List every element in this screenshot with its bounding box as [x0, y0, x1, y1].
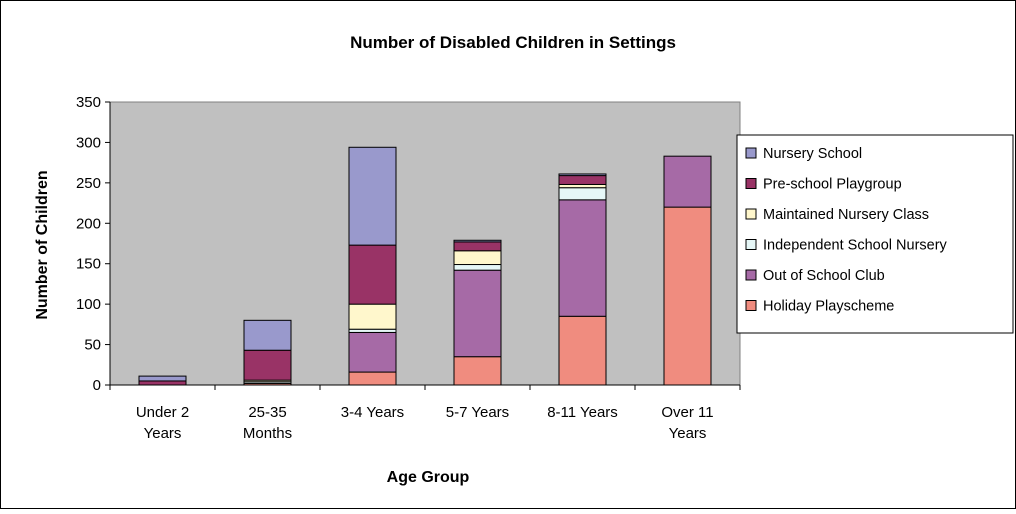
- plot-area: 0 50 100 150 200 250 300 350 Under 2 Years 25-35 Mo…: [76, 94, 741, 442]
- bar-segment: [138, 375, 187, 382]
- x-tick-label: 5-7 Years: [446, 404, 509, 421]
- y-tick-label: 0: [93, 377, 101, 394]
- bar-segment: [558, 173, 607, 177]
- legend-label: Out of School Club: [763, 268, 885, 284]
- legend-swatch: [745, 178, 757, 189]
- x-tick-label: 8-11 Years: [547, 404, 618, 421]
- legend-swatch: [745, 300, 757, 311]
- y-tick-label: 300: [76, 134, 101, 151]
- bar-segment: [453, 356, 502, 386]
- bar-segment: [558, 315, 607, 386]
- x-tick-label-line: 3-4 Years: [341, 404, 404, 421]
- bar-segment: [348, 146, 397, 246]
- chart-title: Number of Disabled Children in Settings: [350, 33, 676, 52]
- bar-segment: [348, 244, 397, 305]
- bar-segment: [663, 155, 712, 208]
- bar-segment: [453, 250, 502, 266]
- legend-box: [736, 134, 1014, 334]
- bar-segment: [243, 319, 292, 351]
- bar-segment: [348, 331, 397, 373]
- x-tick-label: Over 11 Years: [661, 404, 713, 442]
- x-tick-label: Under 2 Years: [136, 404, 189, 442]
- y-tick-label: 250: [76, 175, 101, 192]
- bar-segment: [453, 269, 502, 358]
- bar-segment: [453, 264, 502, 271]
- legend-label: Nursery School: [763, 146, 862, 162]
- x-tick-label-line: 8-11 Years: [547, 404, 618, 421]
- bar-segment: [453, 239, 502, 243]
- y-tick-label: 150: [76, 256, 101, 273]
- x-tick-label: 25-35 Months: [243, 404, 292, 442]
- x-tick-label-line: Under 2: [136, 404, 189, 421]
- bar-segment: [663, 206, 712, 386]
- plot-background: [109, 101, 741, 386]
- bar-segment: [348, 303, 397, 330]
- bar-segment: [348, 371, 397, 386]
- x-tick-label-line: Months: [243, 425, 292, 442]
- y-axis-title: Number of Children: [34, 170, 51, 319]
- legend-label: Holiday Playscheme: [763, 299, 894, 315]
- y-tick-label: 50: [84, 337, 101, 354]
- bar-segment: [243, 349, 292, 381]
- legend: Nursery School Pre-school Playgroup Mainta…: [736, 134, 1014, 334]
- x-tick-label-line: 25-35: [248, 404, 286, 421]
- x-tick-label: 3-4 Years: [341, 404, 404, 421]
- y-tick-label: 100: [76, 296, 101, 313]
- legend-label: Pre-school Playgroup: [763, 177, 902, 193]
- y-tick-label: 350: [76, 94, 101, 111]
- bar-segment: [453, 241, 502, 252]
- legend-label: Maintained Nursery Class: [763, 207, 929, 223]
- legend-swatch: [745, 147, 757, 159]
- legend-label: Independent School Nursery: [763, 238, 948, 254]
- legend-swatch: [745, 208, 757, 220]
- y-tick-label: 200: [76, 215, 101, 232]
- x-axis-title: Age Group: [387, 469, 470, 486]
- bar-segment: [558, 199, 607, 317]
- legend-swatch: [745, 269, 757, 281]
- x-tick-label-line: 5-7 Years: [446, 404, 509, 421]
- bar-segment: [558, 175, 607, 185]
- x-tick-label-line: Over 11: [661, 404, 713, 421]
- legend-swatch: [745, 239, 757, 250]
- bar-segment: [138, 380, 187, 386]
- x-tick-label-line: Years: [144, 425, 182, 442]
- bar-segment: [558, 187, 607, 201]
- x-tick-label-line: Years: [669, 425, 707, 442]
